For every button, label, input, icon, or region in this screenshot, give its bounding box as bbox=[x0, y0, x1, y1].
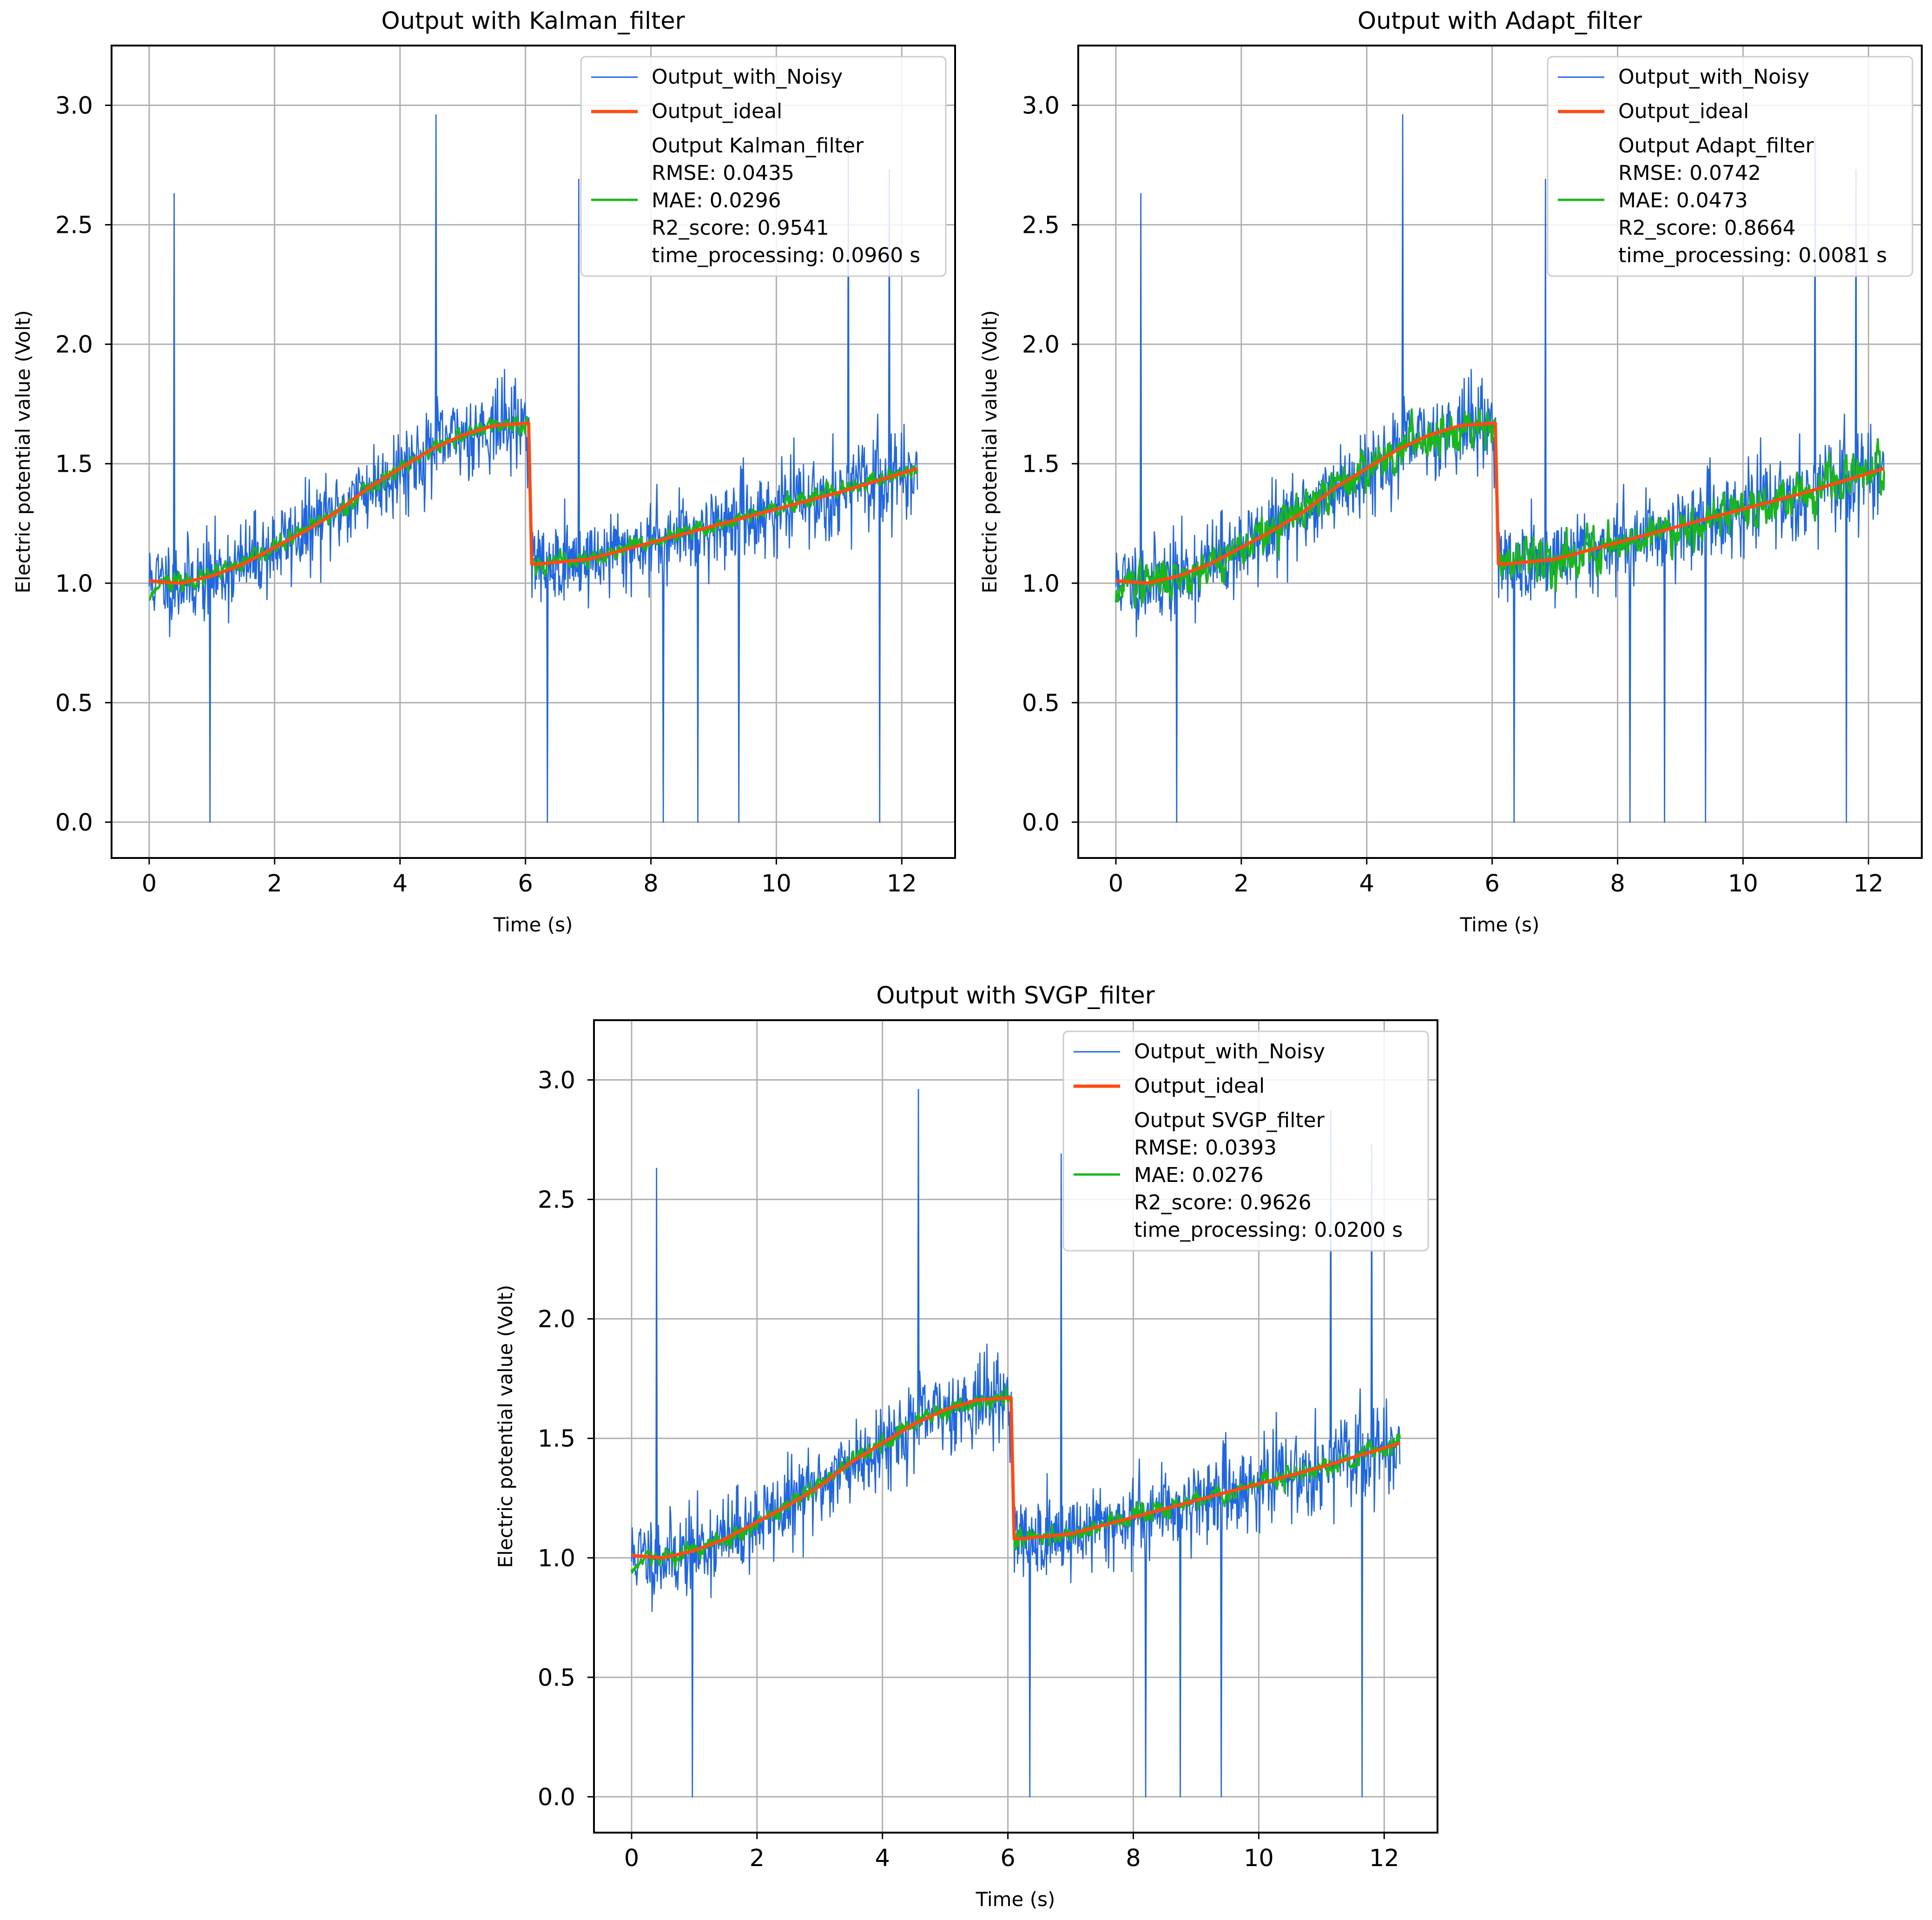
legend: Output_with_Noisy Output_ideal Output Ka… bbox=[580, 56, 947, 277]
y-tick-label: 1.0 bbox=[55, 570, 93, 598]
series-noisy bbox=[631, 1089, 1401, 1798]
legend-mae: MAE: 0.0276 bbox=[1134, 1163, 1264, 1187]
legend-r2: R2_score: 0.8664 bbox=[1618, 216, 1796, 240]
legend-filter-title: Output SVGP_filter bbox=[1134, 1108, 1325, 1132]
x-tick-label: 12 bbox=[887, 870, 917, 897]
chart-title: Output with Kalman_filter bbox=[381, 7, 685, 35]
y-tick-label: 2.5 bbox=[55, 212, 93, 239]
x-tick-label: 0 bbox=[1108, 870, 1123, 897]
legend-noisy-label: Output_with_Noisy bbox=[652, 65, 843, 89]
x-axis-label: Time (s) bbox=[493, 913, 573, 936]
plot-frame bbox=[593, 1019, 1438, 1834]
x-tick-label: 8 bbox=[1610, 870, 1625, 897]
x-tick-label: 6 bbox=[1484, 870, 1499, 897]
y-tick-label: 2.5 bbox=[538, 1187, 575, 1214]
x-tick-label: 10 bbox=[1244, 1845, 1274, 1872]
y-tick-label: 1.5 bbox=[1022, 451, 1060, 478]
series-filtered bbox=[1114, 408, 1886, 609]
y-tick-label: 0.0 bbox=[1022, 809, 1060, 837]
x-axis-label: Time (s) bbox=[1460, 913, 1540, 936]
legend-mae: MAE: 0.0296 bbox=[652, 189, 781, 212]
x-tick-label: 4 bbox=[393, 870, 408, 897]
x-axis-label: Time (s) bbox=[976, 1888, 1055, 1911]
legend-time: time_processing: 0.0200 s bbox=[1134, 1218, 1403, 1242]
x-tick-label: 0 bbox=[142, 870, 157, 897]
series-ideal bbox=[631, 1396, 1401, 1560]
series-ideal bbox=[149, 421, 918, 585]
series-noisy bbox=[148, 114, 918, 823]
legend: Output_with_Noisy Output_ideal Output SV… bbox=[1062, 1030, 1429, 1252]
x-tick-label: 2 bbox=[267, 870, 282, 897]
y-tick-label: 3.0 bbox=[55, 92, 93, 120]
chart-svgp-filter: Output with SVGP_filter 0 2 4 6 8 10 12 0.0 0.5 1… bbox=[494, 982, 1438, 1911]
legend-mae: MAE: 0.0473 bbox=[1618, 189, 1748, 212]
legend-rmse: RMSE: 0.0393 bbox=[1134, 1136, 1277, 1160]
series-filtered bbox=[149, 416, 919, 601]
legend-noisy-label: Output_with_Noisy bbox=[1134, 1040, 1325, 1063]
plot-frame bbox=[1077, 45, 1923, 859]
y-tick-label: 0.5 bbox=[538, 1664, 575, 1692]
legend-ideal-label: Output_ideal bbox=[1134, 1074, 1265, 1098]
x-tick-label: 10 bbox=[761, 870, 791, 897]
y-axis-label: Electric potential value (Volt) bbox=[12, 310, 34, 593]
x-tick-label: 6 bbox=[1000, 1845, 1015, 1872]
y-tick-label: 1.0 bbox=[1022, 570, 1060, 598]
legend-ideal-label: Output_ideal bbox=[652, 99, 782, 123]
legend-box bbox=[1547, 56, 1913, 277]
y-tick-label: 2.0 bbox=[1022, 331, 1060, 359]
x-tick-label: 0 bbox=[624, 1845, 639, 1872]
y-tick-label: 2.5 bbox=[1022, 212, 1060, 239]
chart-adapt-filter: Output with Adapt_filter 0 2 4 6 8 10 12 0.0 0.5… bbox=[978, 7, 1923, 936]
y-tick-label: 0.0 bbox=[55, 809, 93, 837]
y-tick-label: 1.5 bbox=[55, 451, 93, 478]
series-ideal bbox=[1115, 421, 1885, 585]
x-tick-label: 2 bbox=[750, 1845, 765, 1872]
legend-r2: R2_score: 0.9626 bbox=[1134, 1191, 1312, 1214]
chart-kalman-filter: Output with Kalman_filter 0 2 4 6 8 10 12 0.0 0.… bbox=[12, 7, 956, 936]
x-tick-label: 2 bbox=[1234, 870, 1249, 897]
x-tick-label: 12 bbox=[1369, 1845, 1399, 1872]
y-tick-label: 2.0 bbox=[538, 1306, 575, 1333]
legend-time: time_processing: 0.0081 s bbox=[1618, 244, 1887, 267]
y-tick-label: 3.0 bbox=[538, 1067, 575, 1095]
legend: Output_with_Noisy Output_ideal Output Ad… bbox=[1547, 56, 1913, 277]
legend-noisy-label: Output_with_Noisy bbox=[1618, 65, 1809, 89]
legend-box bbox=[580, 56, 947, 277]
x-tick-label: 4 bbox=[875, 1845, 890, 1872]
y-tick-label: 0.5 bbox=[55, 690, 93, 717]
x-tick-label: 8 bbox=[1126, 1845, 1141, 1872]
legend-filter-title: Output Adapt_filter bbox=[1618, 134, 1814, 158]
x-tick-label: 4 bbox=[1359, 870, 1374, 897]
x-tick-label: 10 bbox=[1728, 870, 1758, 897]
legend-filter-title: Output Kalman_filter bbox=[652, 134, 864, 158]
chart-title: Output with Adapt_filter bbox=[1358, 7, 1642, 35]
y-tick-label: 2.0 bbox=[55, 331, 93, 359]
legend-time: time_processing: 0.0960 s bbox=[652, 244, 920, 267]
y-tick-label: 3.0 bbox=[1022, 92, 1060, 120]
legend-box bbox=[1062, 1030, 1429, 1252]
y-tick-label: 1.5 bbox=[538, 1425, 575, 1453]
y-axis-label: Electric potential value (Volt) bbox=[494, 1285, 517, 1568]
y-tick-label: 0.5 bbox=[1022, 690, 1060, 717]
legend-rmse: RMSE: 0.0742 bbox=[1618, 161, 1761, 185]
x-tick-label: 12 bbox=[1853, 870, 1884, 897]
legend-rmse: RMSE: 0.0435 bbox=[652, 161, 794, 185]
y-tick-label: 1.0 bbox=[538, 1545, 575, 1572]
legend-ideal-label: Output_ideal bbox=[1618, 99, 1749, 123]
legend-r2: R2_score: 0.9541 bbox=[652, 216, 829, 240]
plot-frame bbox=[111, 45, 956, 859]
x-tick-label: 8 bbox=[643, 870, 658, 897]
y-axis-label: Electric potential value (Volt) bbox=[978, 310, 1001, 593]
x-tick-label: 6 bbox=[518, 870, 533, 897]
chart-title: Output with SVGP_filter bbox=[876, 982, 1154, 1009]
y-tick-label: 0.0 bbox=[538, 1784, 575, 1811]
